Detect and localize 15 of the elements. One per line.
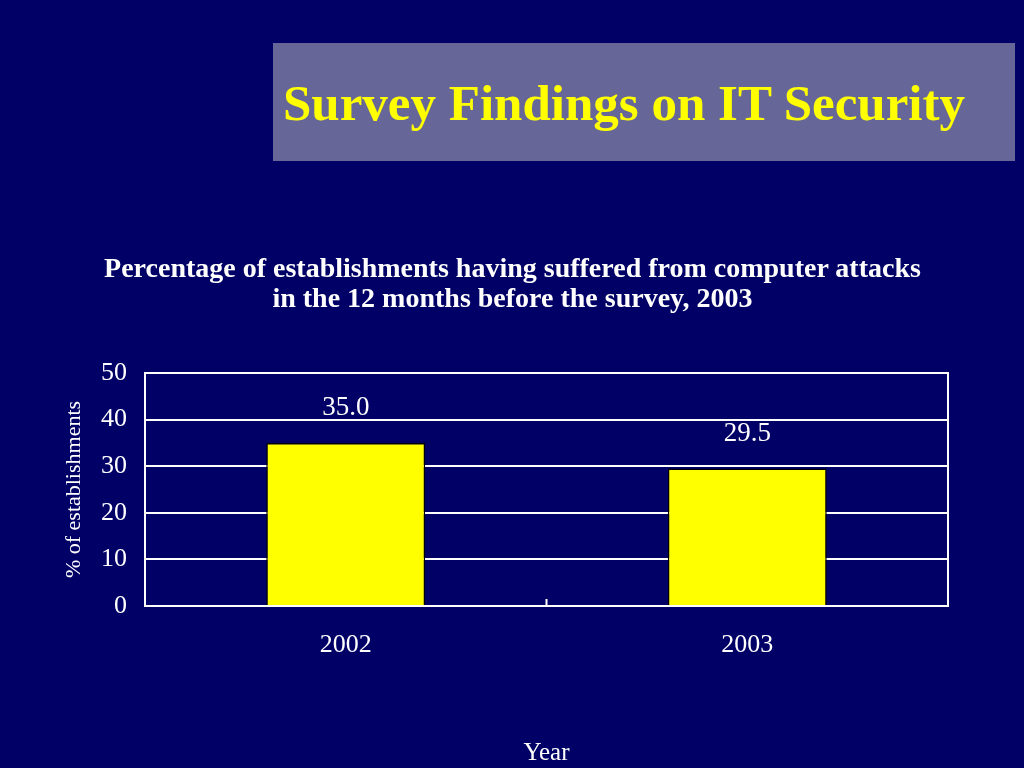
y-tick-label: 40 <box>101 403 127 433</box>
y-tick-label: 30 <box>101 450 127 480</box>
data-label: 29.5 <box>723 416 771 447</box>
data-label: 35.0 <box>322 390 370 421</box>
y-tick-label: 0 <box>114 589 127 619</box>
x-tick-label: 2003 <box>721 629 774 659</box>
x-tick-label: 2002 <box>319 629 372 659</box>
chart-title: Survey Findings on IT Security <box>283 74 966 132</box>
y-tick-label: 50 <box>101 356 127 386</box>
y-tick-label: 20 <box>101 496 127 526</box>
title-panel: Survey Findings on IT Security <box>273 43 1015 161</box>
x-axis-title: Year <box>523 737 571 765</box>
y-tick-label: 10 <box>101 543 127 573</box>
chart-subtitle: Percentage of establishments having suffered from computer attacks in the 12 months before the survey, 2003 <box>103 252 922 313</box>
y-axis-title: % of establishments <box>59 400 85 579</box>
